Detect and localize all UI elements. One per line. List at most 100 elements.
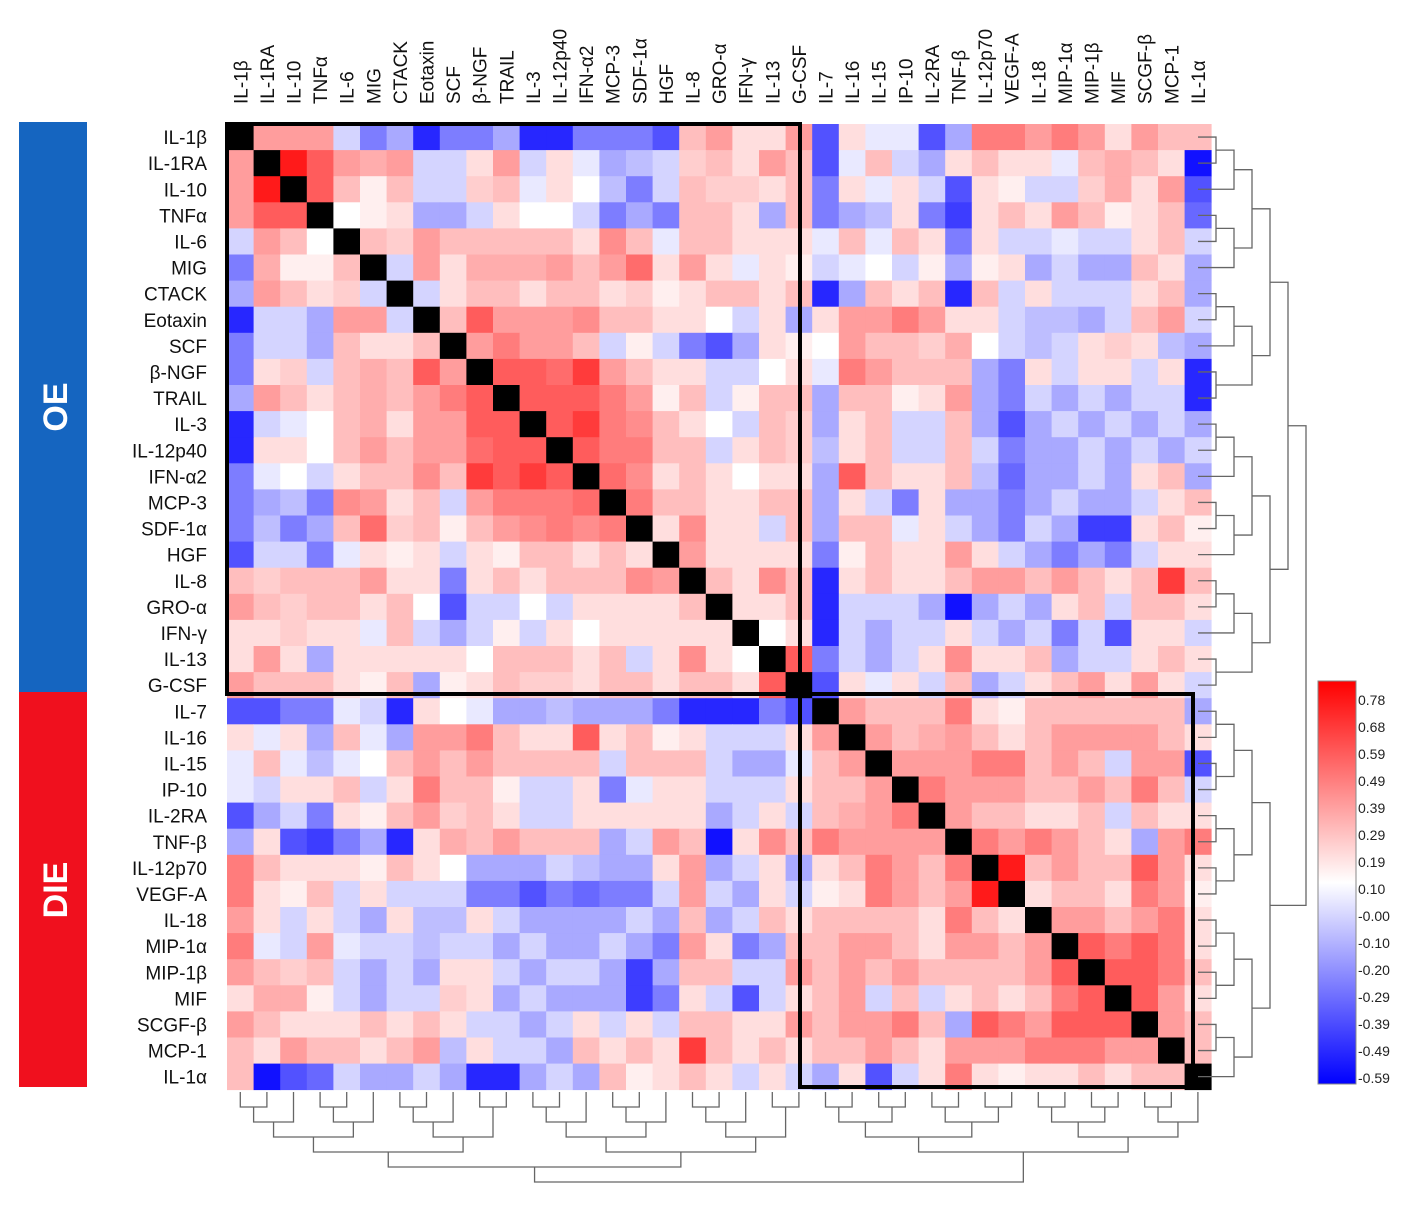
- heatmap-cell: [546, 698, 574, 725]
- heatmap-cell: [1131, 411, 1159, 438]
- heatmap-cell: [1158, 124, 1185, 151]
- heatmap-cell: [227, 124, 254, 151]
- heatmap-cell: [865, 1011, 893, 1038]
- heatmap-cell: [1051, 228, 1079, 255]
- heatmap-cell: [1078, 776, 1106, 803]
- heatmap-cell: [333, 907, 361, 934]
- heatmap-cell: [227, 150, 254, 177]
- heatmap-cell: [546, 332, 574, 360]
- heatmap-cell: [386, 776, 414, 803]
- heatmap-cell: [519, 489, 547, 516]
- heatmap-cell: [918, 254, 946, 281]
- heatmap-cell: [759, 724, 786, 751]
- dendrogram-branch: [944, 1107, 1000, 1123]
- colorbar-tick-label: -0.59: [1358, 1070, 1390, 1086]
- heatmap-cell: [1131, 567, 1159, 595]
- heatmap-cell: [838, 828, 866, 856]
- heatmap-cell: [892, 593, 919, 621]
- heatmap-cell: [413, 489, 441, 516]
- heatmap-cell: [679, 880, 707, 908]
- heatmap-cell: [493, 176, 520, 203]
- heatmap-cell: [812, 880, 840, 908]
- heatmap-cell: [892, 463, 919, 490]
- heatmap-cell: [1131, 880, 1159, 908]
- heatmap-cell: [572, 698, 600, 725]
- heatmap-cell: [1104, 802, 1132, 830]
- heatmap-cell: [626, 332, 653, 360]
- heatmap-cell: [945, 411, 973, 438]
- heatmap-cell: [838, 541, 866, 569]
- column-label: TNF-β: [950, 50, 971, 104]
- heatmap-cell: [652, 280, 680, 308]
- heatmap-cell: [546, 959, 574, 986]
- heatmap-cell: [918, 280, 946, 308]
- heatmap-cell: [998, 489, 1026, 516]
- row-label: VEGF-A: [136, 885, 207, 906]
- column-label: IL-6: [338, 71, 359, 104]
- heatmap-cell: [918, 411, 946, 438]
- heatmap-cell: [572, 1063, 600, 1091]
- heatmap-cell: [1025, 280, 1052, 308]
- heatmap-cell: [280, 593, 308, 621]
- heatmap-cell: [971, 985, 999, 1012]
- heatmap-cell: [892, 933, 919, 960]
- heatmap-cell: [679, 437, 707, 464]
- heatmap-cell: [998, 437, 1026, 464]
- heatmap-cell: [1078, 985, 1106, 1012]
- heatmap-cell: [1025, 489, 1052, 516]
- row-label: MCP-1: [148, 1042, 207, 1063]
- heatmap-cell: [732, 959, 760, 986]
- heatmap-cell: [918, 515, 946, 542]
- heatmap-cell: [360, 385, 387, 412]
- heatmap-cell: [1131, 907, 1159, 934]
- heatmap-cell: [599, 933, 627, 960]
- heatmap-cell: [812, 489, 840, 516]
- heatmap-cell: [679, 854, 707, 882]
- heatmap-cell: [865, 646, 893, 673]
- colorbar-tick-label: 0.68: [1358, 719, 1385, 735]
- heatmap-cell: [892, 619, 919, 647]
- heatmap-cell: [1158, 828, 1185, 856]
- heatmap-cell: [998, 358, 1026, 386]
- heatmap-cell: [439, 280, 467, 308]
- heatmap-cell: [572, 280, 600, 308]
- heatmap-cell: [386, 646, 414, 673]
- heatmap-cell: [626, 959, 653, 986]
- heatmap-cell: [386, 933, 414, 960]
- heatmap-cell: [360, 619, 387, 647]
- heatmap-cell: [812, 907, 840, 934]
- heatmap-cell: [1078, 176, 1106, 203]
- heatmap-cell: [998, 567, 1026, 595]
- heatmap-cell: [599, 1037, 627, 1064]
- heatmap-cell: [386, 750, 414, 777]
- heatmap-cell: [413, 880, 441, 908]
- heatmap-cell: [865, 306, 893, 334]
- heatmap-cell: [812, 802, 840, 830]
- heatmap-cell: [280, 124, 308, 151]
- heatmap-cell: [360, 567, 387, 595]
- heatmap-cell: [360, 854, 387, 882]
- heatmap-cell: [705, 280, 733, 308]
- heatmap-cell: [439, 698, 467, 725]
- heatmap-cell: [1025, 776, 1052, 803]
- heatmap-cell: [838, 802, 866, 830]
- heatmap-cell: [493, 358, 520, 386]
- heatmap-cell: [599, 750, 627, 777]
- heatmap-cell: [280, 828, 308, 856]
- heatmap-cell: [306, 254, 334, 281]
- heatmap-cell: [306, 828, 334, 856]
- heatmap-cell: [360, 202, 387, 229]
- heatmap-cell: [865, 202, 893, 229]
- heatmap-cell: [705, 724, 733, 751]
- heatmap-cell: [732, 854, 760, 882]
- heatmap-cell: [812, 828, 840, 856]
- dendrogram-branch: [1234, 456, 1253, 536]
- dendrogram-branch: [1270, 425, 1307, 907]
- heatmap-cell: [865, 907, 893, 934]
- heatmap-cell: [759, 124, 786, 151]
- row-label: IL-6: [174, 233, 207, 254]
- heatmap-cell: [280, 750, 308, 777]
- column-label: IL-18: [1029, 61, 1050, 104]
- heatmap-cell: [759, 489, 786, 516]
- heatmap-cell: [945, 593, 973, 621]
